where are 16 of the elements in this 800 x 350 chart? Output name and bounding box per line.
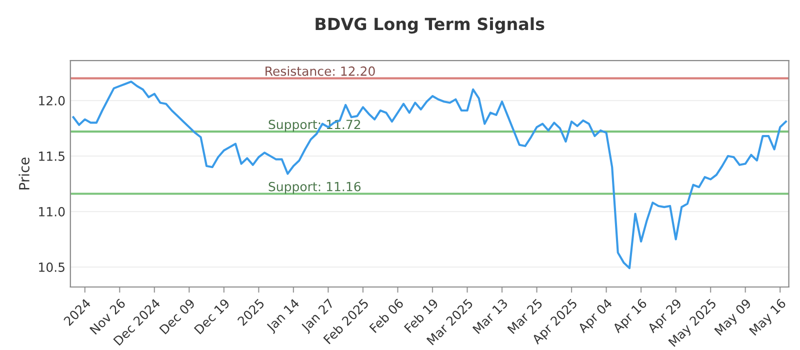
x-tick-label: Feb 06	[368, 298, 404, 334]
line-series	[72, 80, 787, 270]
y-axis-title: Price	[18, 158, 30, 190]
y-tick-label: 11.0	[39, 206, 65, 216]
x-tick-label: Apr 16	[612, 298, 650, 336]
chart-title: BDVG Long Term Signals	[316, 17, 544, 34]
x-tick-label: Jan 14	[266, 298, 302, 334]
y-tick-label: 10.5	[39, 262, 64, 272]
y-tick-label: 11.5	[39, 152, 64, 161]
ref-line-label: Resistance: 12.20	[266, 66, 375, 76]
x-tick-label: Dec 09	[159, 298, 196, 335]
x-tick-label: Apr 04	[577, 298, 614, 336]
ref-line-label: Support: 11.16	[268, 182, 361, 194]
x-tick-label: Mar 13	[472, 298, 508, 334]
x-tick-label: Dec 19	[194, 298, 230, 335]
y-tick-label: 12.0	[39, 96, 65, 106]
